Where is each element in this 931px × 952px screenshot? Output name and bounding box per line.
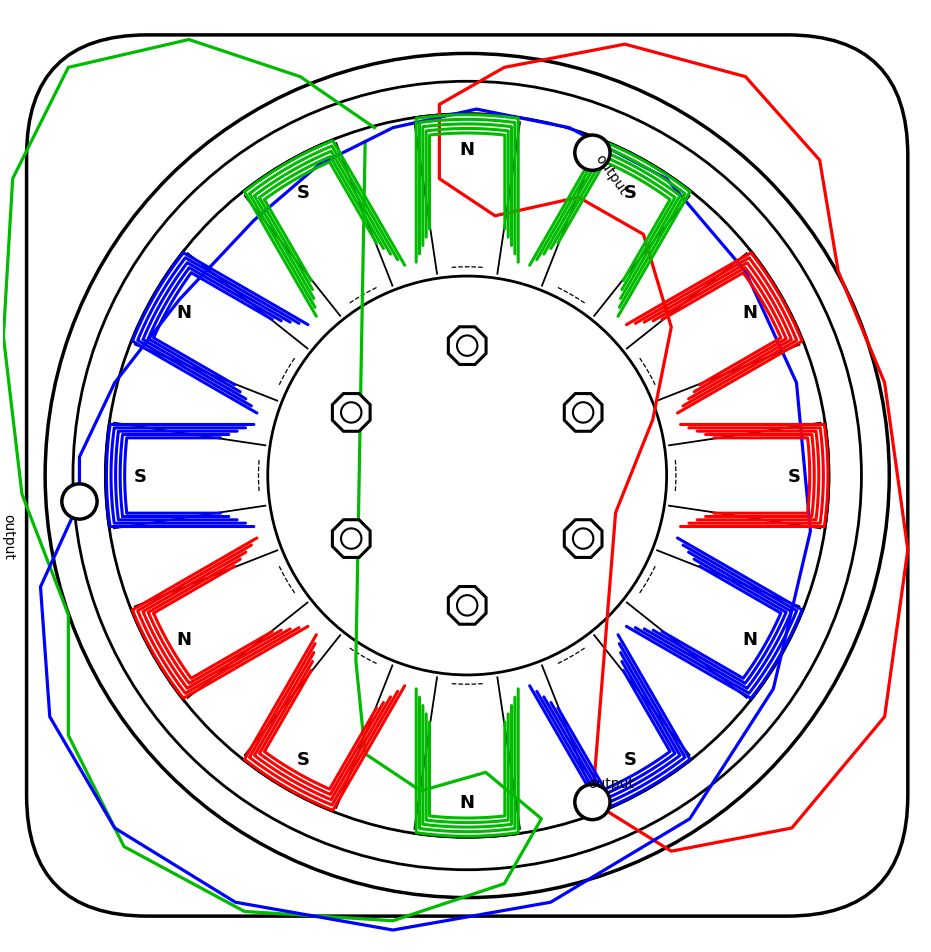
Text: output: output xyxy=(592,152,630,198)
Circle shape xyxy=(573,528,593,549)
Text: output: output xyxy=(588,777,634,790)
Text: S: S xyxy=(297,184,310,202)
Text: N: N xyxy=(177,630,192,648)
Text: S: S xyxy=(624,750,637,768)
Circle shape xyxy=(574,136,610,171)
Polygon shape xyxy=(332,520,371,558)
Circle shape xyxy=(574,784,610,820)
Circle shape xyxy=(341,528,361,549)
Text: S: S xyxy=(788,467,801,485)
Circle shape xyxy=(573,403,593,424)
Text: S: S xyxy=(624,184,637,202)
Circle shape xyxy=(457,336,478,356)
Polygon shape xyxy=(449,586,486,625)
Text: N: N xyxy=(177,304,192,322)
Circle shape xyxy=(61,485,97,520)
Polygon shape xyxy=(564,394,602,432)
Text: N: N xyxy=(460,140,475,158)
Circle shape xyxy=(341,403,361,424)
Polygon shape xyxy=(564,520,602,558)
Text: S: S xyxy=(134,467,147,485)
Text: N: N xyxy=(743,630,758,648)
Polygon shape xyxy=(332,394,371,432)
Circle shape xyxy=(457,596,478,616)
Polygon shape xyxy=(449,327,486,366)
Text: S: S xyxy=(297,750,310,768)
Text: N: N xyxy=(743,304,758,322)
Text: output: output xyxy=(1,513,15,559)
Text: N: N xyxy=(460,794,475,812)
